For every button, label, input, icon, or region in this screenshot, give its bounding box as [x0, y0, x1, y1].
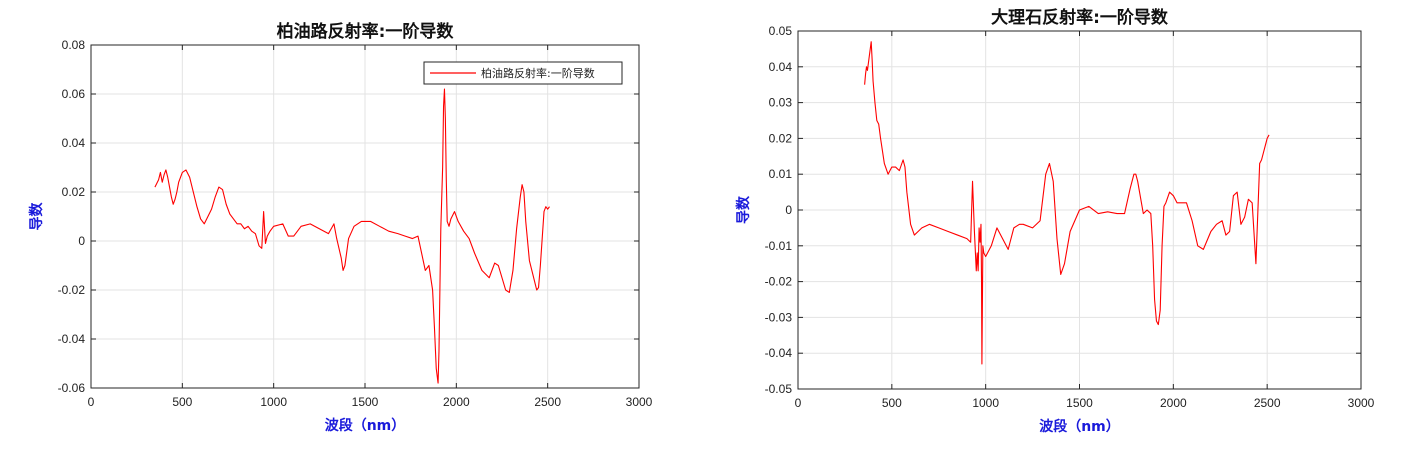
x-tick-label: 2500 — [534, 395, 561, 409]
x-tick-label: 3000 — [626, 395, 653, 409]
y-tick-label: -0.02 — [58, 283, 86, 297]
x-tick-label: 2000 — [1160, 396, 1187, 410]
y-axis-label: 导数 — [28, 202, 45, 231]
y-tick-label: 0.06 — [62, 87, 86, 101]
y-tick-label: 0.08 — [62, 38, 86, 52]
x-tick-label: 0 — [795, 396, 802, 410]
y-tick-label: 0.05 — [769, 24, 793, 38]
y-tick-label: -0.04 — [58, 332, 86, 346]
chart-asphalt: 0 500 1000 1500 2000 2500 3000 -0.06 -0.04 -0.02 0… — [28, 21, 653, 434]
y-tick-label: 0.04 — [62, 136, 86, 150]
y-tick-label: -0.02 — [765, 275, 793, 289]
y-tick-label: -0.06 — [58, 381, 86, 395]
x-tick-label: 0 — [88, 395, 95, 409]
legend-label: 柏油路反射率:一阶导数 — [481, 66, 595, 80]
y-tick-label: -0.03 — [765, 310, 793, 324]
legend-box — [423, 61, 623, 85]
x-tick-label: 1500 — [352, 395, 379, 409]
y-tick-label: -0.01 — [765, 239, 793, 253]
y-tick-label: 0 — [785, 203, 792, 217]
x-tick-label: 1500 — [1066, 396, 1093, 410]
series-line — [864, 41, 1270, 365]
y-axis-label: 导数 — [735, 195, 752, 224]
chart-marble: 0 500 1000 1500 2000 2500 3000 -0.05 -0.04 -0.03 -… — [735, 7, 1375, 435]
y-tick-label: -0.05 — [765, 382, 793, 396]
x-tick-label: 3000 — [1348, 396, 1375, 410]
x-tick-label: 1000 — [972, 396, 999, 410]
series-line — [154, 88, 550, 384]
x-tick-label: 1000 — [260, 395, 287, 409]
x-axis-label: 波段（nm） — [1039, 418, 1120, 435]
y-tick-label: 0.03 — [769, 96, 793, 110]
y-tick-label: -0.04 — [765, 346, 793, 360]
x-tick-label: 500 — [172, 395, 192, 409]
chart-title: 大理石反射率:一阶导数 — [991, 7, 1169, 28]
x-tick-label: 500 — [882, 396, 902, 410]
chart-title: 柏油路反射率:一阶导数 — [277, 21, 455, 42]
y-tick-label: 0.04 — [769, 60, 793, 74]
y-tick-label: 0.01 — [769, 167, 793, 181]
y-tick-label: 0 — [78, 234, 85, 248]
x-tick-label: 2500 — [1254, 396, 1281, 410]
y-tick-label: 0.02 — [62, 185, 86, 199]
y-tick-label: 0.02 — [769, 131, 793, 145]
x-axis-label: 波段（nm） — [325, 417, 406, 434]
x-tick-label: 2000 — [443, 395, 470, 409]
